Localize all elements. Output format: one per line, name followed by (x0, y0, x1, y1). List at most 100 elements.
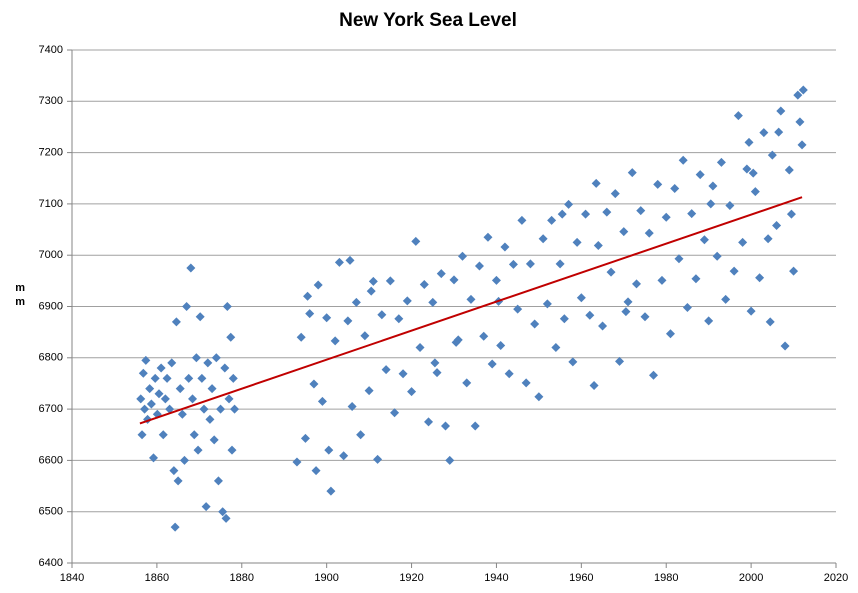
scatter-point (457, 251, 467, 261)
scatter-point (449, 275, 459, 285)
scatter-point (191, 353, 201, 363)
scatter-point (441, 421, 451, 431)
scatter-point (171, 317, 181, 327)
scatter-point (311, 466, 321, 476)
scatter-point (188, 394, 198, 404)
scatter-point (593, 240, 603, 250)
scatter-point (173, 476, 183, 486)
scatter-point (394, 314, 404, 324)
scatter-point (165, 404, 175, 414)
scatter-point (632, 279, 642, 289)
scatter-point (619, 227, 629, 237)
scatter-point (653, 179, 663, 189)
scatter-point (704, 316, 714, 326)
y-tick-label: 7000 (39, 249, 63, 261)
scatter-point (424, 417, 434, 427)
scatter-point (326, 486, 336, 496)
scatter-point (186, 263, 196, 273)
scatter-point (343, 316, 353, 326)
scatter-point (356, 430, 366, 440)
scatter-point (487, 359, 497, 369)
scatter-point (360, 331, 370, 341)
scatter-point (716, 157, 726, 167)
scatter-point (345, 255, 355, 265)
scatter-point (547, 215, 557, 225)
scatter-point (623, 297, 633, 307)
scatter-point (733, 111, 743, 121)
scatter-point (670, 184, 680, 194)
scatter-point (530, 319, 540, 329)
scatter-point (585, 310, 595, 320)
scatter-point (470, 421, 480, 431)
scatter-point (648, 370, 658, 380)
scatter-point (451, 337, 461, 347)
scatter-point (432, 368, 442, 378)
y-tick-label: 6600 (39, 454, 63, 466)
scatter-point (305, 309, 315, 319)
scatter-point (748, 168, 758, 178)
scatter-point (390, 408, 400, 418)
scatter-point (177, 409, 187, 419)
scatter-point (665, 329, 675, 339)
scatter-point (525, 259, 535, 269)
scatter-point (428, 297, 438, 307)
scatter-point (765, 317, 775, 327)
scatter-point (636, 206, 646, 216)
scatter-point (141, 355, 151, 365)
chart-title: New York Sea Level (339, 10, 517, 31)
scatter-point (167, 358, 177, 368)
scatter-point (222, 302, 232, 311)
scatter-point (377, 310, 387, 320)
scatter-point (774, 127, 784, 137)
scatter-point (699, 235, 709, 245)
scatter-point (184, 373, 194, 383)
scatter-point (296, 332, 306, 342)
scatter-point (398, 369, 408, 379)
scatter-point (674, 254, 684, 264)
scatter-point (657, 275, 667, 285)
scatter-point (211, 353, 221, 363)
scatter-point (140, 404, 150, 414)
scatter-point (137, 430, 147, 440)
scatter-point (347, 402, 357, 412)
scatter-point (551, 343, 561, 353)
y-tick-label: 7200 (39, 147, 63, 159)
scatter-point (795, 117, 805, 127)
scatter-point (419, 279, 429, 289)
scatter-point (170, 522, 180, 532)
scatter-point (706, 199, 716, 209)
scatter-point (538, 234, 548, 244)
scatter-point (324, 445, 334, 455)
scatter-point (640, 312, 650, 322)
scatter-point (598, 321, 608, 331)
scatter-point (148, 453, 158, 463)
scatter-point (559, 314, 569, 324)
scatter-point (491, 275, 501, 285)
scatter-point (221, 513, 231, 523)
scatter-point (220, 363, 230, 373)
x-tick-label: 1920 (399, 572, 423, 584)
scatter-point (521, 378, 531, 388)
scatter-point (366, 286, 376, 296)
scatter-point (411, 236, 421, 246)
y-tick-label: 6500 (39, 506, 63, 518)
scatter-point (759, 128, 769, 138)
scatter-point (385, 276, 395, 286)
scatter-point (175, 384, 185, 394)
scatter-point (292, 457, 302, 467)
scatter-point (786, 209, 796, 219)
scatter-point (742, 164, 752, 174)
scatter-point (195, 312, 205, 322)
scatter-point (145, 384, 155, 394)
x-tick-label: 1940 (484, 572, 508, 584)
scatter-point (772, 220, 782, 230)
scatter-point (555, 259, 565, 269)
scatter-point (322, 313, 332, 323)
scatter-point (216, 404, 226, 414)
scatter-point (767, 150, 777, 160)
scatter-point (368, 276, 378, 286)
y-tick-label: 7300 (39, 95, 63, 107)
scatter-point (746, 306, 756, 316)
scatter-point (793, 90, 803, 100)
